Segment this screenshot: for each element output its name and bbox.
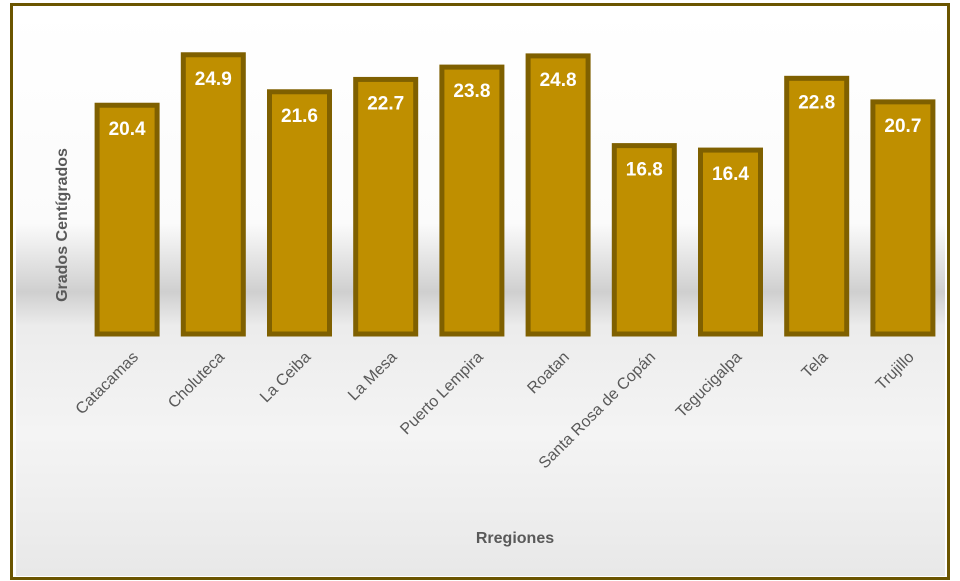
bars-layer — [94, 52, 936, 337]
data-label: 24.8 — [540, 70, 577, 91]
bar-la-mesa — [353, 76, 419, 337]
data-label: 23.8 — [453, 81, 490, 102]
bar-tela — [784, 75, 850, 337]
bar-roatan — [525, 53, 591, 337]
bar-trujillo — [870, 99, 936, 337]
data-label: 22.8 — [798, 92, 835, 113]
bar-santa-rosa-de-cop-n — [611, 143, 677, 337]
x-axis-label: Rregiones — [476, 530, 554, 547]
bar-la-ceiba — [267, 89, 332, 337]
data-label: 16.8 — [626, 160, 663, 181]
data-label: 21.6 — [281, 106, 318, 127]
bar-tegucigalpa — [698, 147, 763, 337]
bar-catacamas — [94, 102, 160, 337]
data-label: 20.4 — [109, 119, 146, 140]
bar-choluteca — [180, 52, 246, 337]
data-label: 16.4 — [712, 164, 749, 185]
value-labels-layer: 20.4 24.9 21.6 22.7 23.8 24.8 16.8 16.4 22.8 20.7 — [109, 69, 922, 185]
y-axis-label: Grados Centígrados — [54, 148, 71, 302]
bar-puerto-lempira — [439, 64, 505, 337]
data-label: 20.7 — [884, 116, 921, 137]
data-label: 24.9 — [195, 69, 232, 90]
data-label: 22.7 — [367, 93, 404, 114]
